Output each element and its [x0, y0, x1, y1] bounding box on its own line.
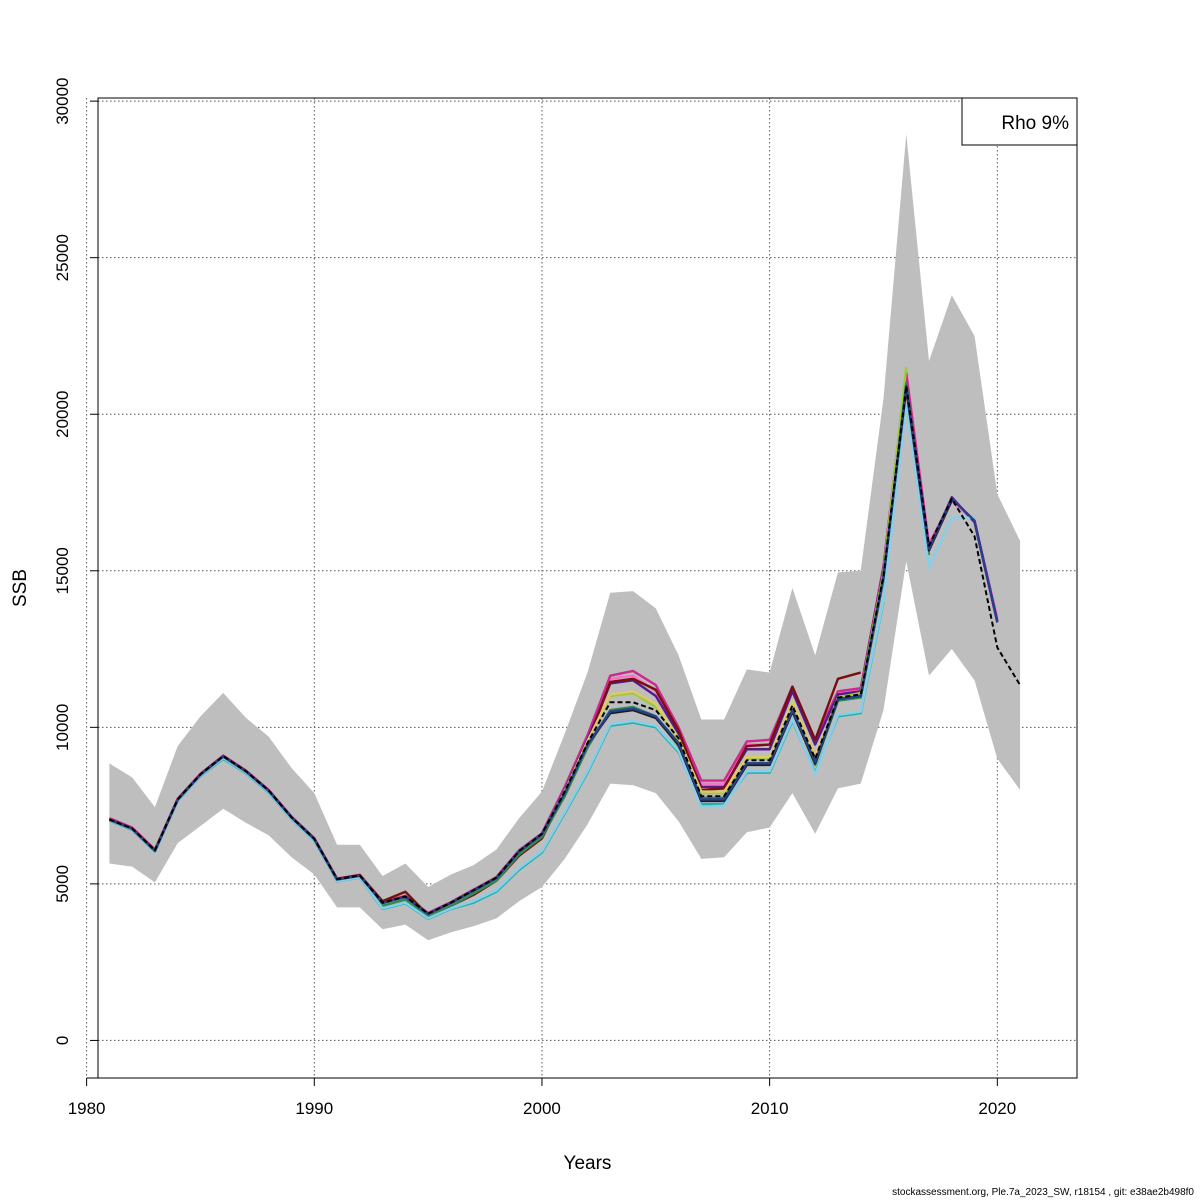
confidence-band-polygon: [109, 134, 1021, 941]
x-axis: 1980 1990 2000 2010 2020: [68, 1077, 1016, 1118]
legend-rho-text: Rho 9%: [1001, 113, 1069, 134]
y-tick-label: 10000: [53, 704, 72, 751]
y-tick-label: 20000: [53, 391, 72, 438]
y-axis-title: SSB: [10, 569, 31, 607]
x-tick-label: 2000: [523, 1099, 561, 1118]
y-tick-label: 15000: [53, 547, 72, 594]
y-tick-label: 5000: [53, 865, 72, 903]
y-tick-label: 25000: [53, 234, 72, 281]
x-tick-label: 1980: [68, 1099, 106, 1118]
footer-credit: stockassessment.org, Ple.7a_2023_SW, r18…: [892, 1187, 1194, 1198]
confidence-band: [109, 134, 1021, 941]
x-axis-title: Years: [564, 1153, 612, 1174]
y-tick-label: 0: [53, 1036, 72, 1045]
series-lines: [108, 367, 1021, 921]
series-line-12: [109, 385, 1021, 915]
x-tick-label: 2020: [978, 1099, 1016, 1118]
x-tick-label: 1990: [295, 1099, 333, 1118]
x-tick-label: 2010: [751, 1099, 789, 1118]
y-axis: 0 5000 10000 15000 20000 25000 30000: [53, 77, 99, 1045]
y-tick-label: 30000: [53, 77, 72, 124]
legend-box: Rho 9%: [961, 97, 1078, 146]
